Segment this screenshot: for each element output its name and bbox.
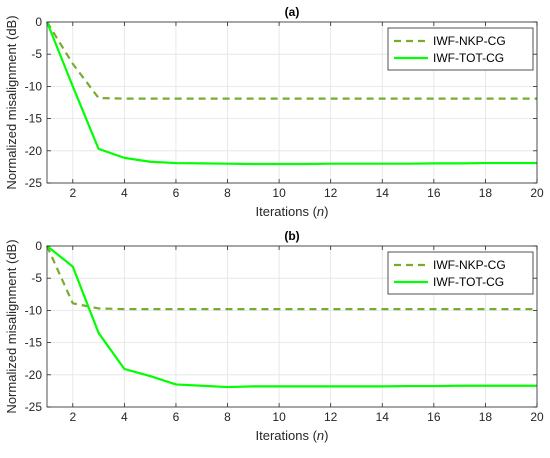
- legend: IWF-NKP-CG IWF-TOT-CG: [387, 251, 534, 295]
- x-tick-label: 4: [121, 410, 128, 424]
- y-tick-label: -25: [25, 400, 43, 414]
- legend-label: IWF-TOT-CG: [433, 51, 504, 65]
- x-tick-label: 12: [324, 410, 338, 424]
- legend-label: IWF-TOT-CG: [433, 275, 504, 289]
- y-tick-label: -25: [25, 176, 43, 190]
- legend-label: IWF-NKP-CG: [433, 34, 506, 48]
- x-tick-label: 6: [173, 410, 180, 424]
- x-tick-label: 6: [173, 186, 180, 200]
- chart-title: (b): [284, 229, 299, 243]
- y-tick-label: 0: [35, 239, 42, 253]
- x-axis-label: Iterations (n): [256, 428, 329, 443]
- axes-box: [46, 21, 538, 184]
- axes-box: [46, 245, 538, 408]
- x-tick-label: 18: [479, 186, 493, 200]
- x-tick-label: 8: [224, 410, 231, 424]
- y-axis-label: Normalized misalignment (dB): [4, 239, 19, 413]
- y-tick-label: -5: [31, 271, 42, 285]
- x-tick-label: 10: [272, 410, 286, 424]
- x-tick-label: 2: [69, 410, 76, 424]
- y-tick-label: -15: [25, 336, 43, 350]
- chart-panel-1: 2 4 6 8 10 12 14 16 18 20 0 -5 -10 -15 -20 -25 (b) Iterat…: [4, 229, 544, 443]
- x-tick-label: 2: [69, 186, 76, 200]
- legend: IWF-NKP-CG IWF-TOT-CG: [387, 27, 534, 71]
- y-tick-label: -10: [25, 303, 43, 317]
- y-tick-label: -20: [25, 144, 43, 158]
- y-axis-label: Normalized misalignment (dB): [4, 15, 19, 189]
- x-tick-label: 8: [224, 186, 231, 200]
- y-tick-label: -20: [25, 368, 43, 382]
- y-tick-label: -15: [25, 112, 43, 126]
- x-tick-label: 20: [530, 186, 544, 200]
- x-tick-label: 12: [324, 186, 338, 200]
- chart-title: (a): [285, 5, 300, 19]
- x-tick-label: 4: [121, 186, 128, 200]
- x-tick-label: 16: [427, 410, 441, 424]
- y-tick-label: 0: [35, 15, 42, 29]
- x-tick-label: 10: [272, 186, 286, 200]
- y-tick-label: -10: [25, 79, 43, 93]
- x-axis-label: Iterations (n): [256, 204, 329, 219]
- x-tick-label: 20: [530, 410, 544, 424]
- legend-label: IWF-NKP-CG: [433, 258, 506, 272]
- x-tick-label: 16: [427, 186, 441, 200]
- x-tick-label: 18: [479, 410, 493, 424]
- series-line-iwf-tot-cg: [46, 245, 537, 389]
- x-tick-label: 14: [376, 410, 390, 424]
- series-line-iwf-nkp-cg: [45, 245, 537, 311]
- chart-panel-0: 2 4 6 8 10 12 14 16 18 20 0 -5 -10 -15 -20 -25 (a) Iterat…: [4, 5, 544, 219]
- x-tick-label: 14: [376, 186, 390, 200]
- legend-box: [387, 251, 534, 295]
- series-line-iwf-nkp-cg: [46, 21, 537, 100]
- y-tick-label: -5: [31, 47, 42, 61]
- series-line-iwf-tot-cg: [45, 21, 537, 166]
- legend-box: [387, 27, 534, 71]
